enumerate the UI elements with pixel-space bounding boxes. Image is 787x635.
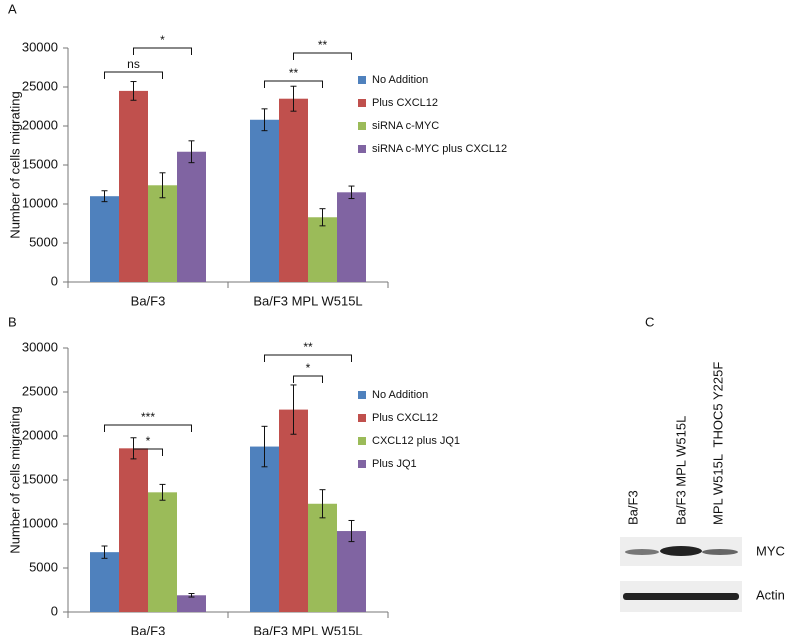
bar [90,196,119,282]
significance-bracket [133,448,163,456]
significance-label: ** [303,340,313,354]
legend-swatch [358,145,366,153]
legend-label: CXCL12 plus JQ1 [372,435,460,447]
legend-swatch [358,437,366,445]
legend-swatch [358,414,366,422]
bar [148,492,177,612]
band [625,549,659,555]
significance-bracket [264,354,352,362]
panel-label: B [8,314,17,329]
significance-label: ** [289,66,299,80]
legend-label: No Addition [372,74,428,86]
panel-label: A [8,1,17,16]
legend-label: siRNA c-MYC [372,120,439,132]
y-tick-label: 30000 [22,339,58,354]
bar [337,531,366,612]
legend-label: No Addition [372,389,428,401]
y-tick-label: 0 [51,273,58,288]
legend-label: Plus CXCL12 [372,412,438,424]
bar [250,119,279,282]
legend-swatch [358,460,366,468]
y-tick-label: 5000 [29,559,58,574]
legend-swatch [358,76,366,84]
bar [279,409,308,612]
x-tick-label: Ba/F3 [131,293,166,308]
bar [119,90,148,283]
lane-label: MPL W515L THOC5 Y225F [710,362,725,525]
y-tick-label: 10000 [22,515,58,530]
band [623,593,739,600]
y-tick-label: 5000 [29,234,58,249]
significance-bracket [104,424,192,432]
legend-label: siRNA c-MYC plus CXCL12 [372,143,507,155]
significance-bracket [264,80,323,88]
y-axis-title: Number of cells migrating [7,406,22,553]
y-tick-label: 30000 [22,39,58,54]
y-tick-label: 20000 [22,427,58,442]
y-tick-label: 25000 [22,78,58,93]
band [660,546,702,556]
significance-bracket [104,71,163,79]
legend-swatch [358,122,366,130]
significance-bracket [133,47,192,55]
band-label: MYC [756,543,785,558]
y-axis-title: Number of cells migrating [7,91,22,238]
y-tick-label: 25000 [22,383,58,398]
legend-swatch [358,99,366,107]
bar [177,151,206,282]
band-label: Actin [756,587,785,602]
significance-bracket [293,52,352,60]
y-tick-label: 10000 [22,195,58,210]
y-tick-label: 0 [51,603,58,618]
significance-label: ** [318,38,328,52]
lane-label: Ba/F3 MPL W515L [673,416,688,525]
x-tick-label: Ba/F3 MPL W515L [253,623,362,635]
significance-label: ns [127,57,140,71]
x-tick-label: Ba/F3 [131,623,166,635]
y-tick-label: 20000 [22,117,58,132]
bar [308,217,337,282]
bar [119,448,148,612]
bar [250,446,279,612]
panel-label: C [645,314,654,329]
bar [308,503,337,612]
bar [177,595,206,612]
significance-bracket [293,375,323,383]
significance-label: * [160,33,165,47]
legend-label: Plus JQ1 [372,458,417,470]
bar [337,192,366,282]
significance-label: * [146,434,151,448]
legend-swatch [358,391,366,399]
significance-label: *** [141,410,155,424]
bar [90,552,119,612]
band [702,549,738,555]
significance-label: * [306,361,311,375]
lane-label: Ba/F3 [625,490,640,525]
legend-label: Plus CXCL12 [372,97,438,109]
y-tick-label: 15000 [22,471,58,486]
bar [148,185,177,282]
bar [279,98,308,282]
x-tick-label: Ba/F3 MPL W515L [253,293,362,308]
y-tick-label: 15000 [22,156,58,171]
